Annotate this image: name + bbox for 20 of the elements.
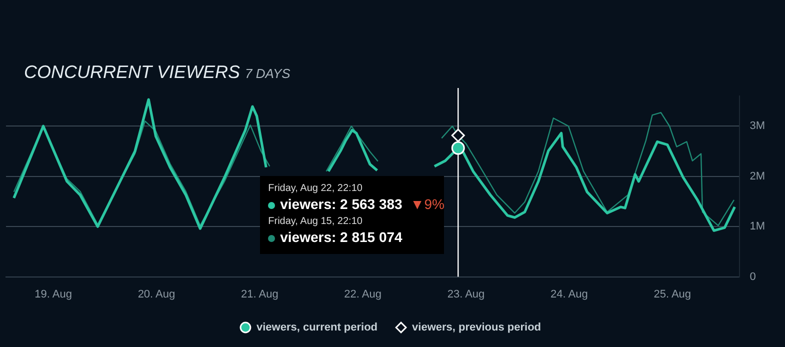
y-tick-label: 0 xyxy=(750,270,756,283)
annotation: viewers: 2 815 074 xyxy=(279,229,404,245)
x-tick-label: 22. Aug xyxy=(344,288,382,300)
x-tick-label: 25. Aug xyxy=(654,288,692,300)
x-tick-label: 20. Aug xyxy=(138,288,176,300)
x-tick-label: 24. Aug xyxy=(550,288,588,300)
x-tick-label: 21. Aug xyxy=(240,288,278,300)
annotation: viewers: 2 563 383 xyxy=(280,196,402,212)
annotation: Friday, Aug 22, 22:10 xyxy=(268,183,364,194)
x-tick-label: 23. Aug xyxy=(447,288,485,300)
chart-title: CONCURRENT VIEWERS xyxy=(24,62,240,82)
x-tick-label: 19. Aug xyxy=(34,288,72,300)
annotation: ▼9% xyxy=(410,196,444,212)
chart-subtitle: 7 DAYS xyxy=(245,66,290,81)
legend-label: viewers, current period xyxy=(256,322,378,334)
annotation: Friday, Aug 15, 22:10 xyxy=(268,216,364,227)
y-tick-label: 2M xyxy=(750,170,765,182)
legend-label: viewers, previous period xyxy=(412,322,542,334)
y-tick-label: 3M xyxy=(750,120,765,132)
y-tick-label: 1M xyxy=(750,220,765,233)
